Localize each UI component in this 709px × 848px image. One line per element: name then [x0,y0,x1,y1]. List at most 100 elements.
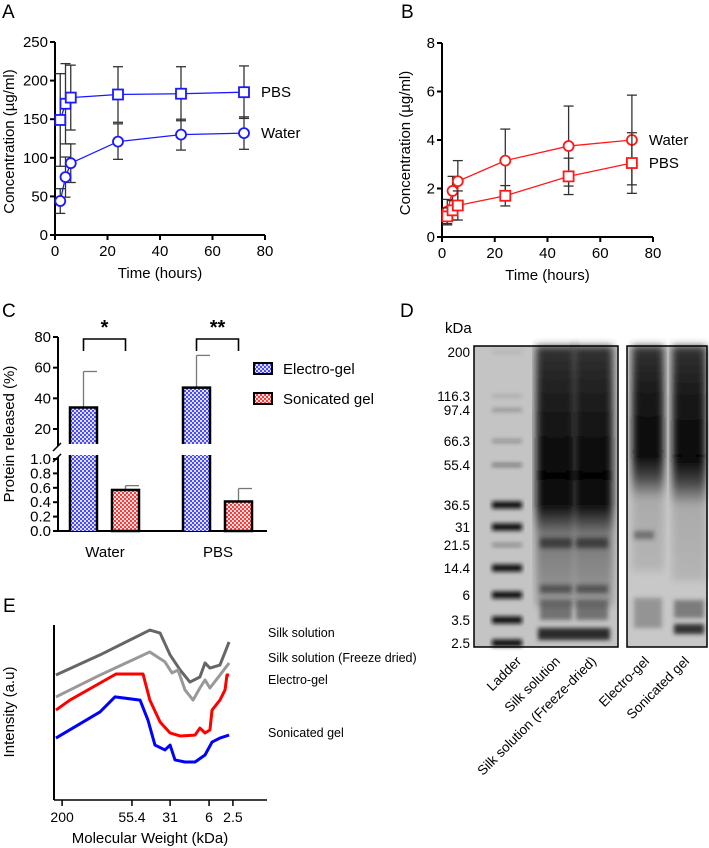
bar-sonicated-gel [223,500,254,533]
y-axis-title: Intensity (a.u) [1,667,18,758]
chart-a-release-silk: 0 20 40 60 80 0 50 100 150 200 250 Time (hours) Conc… [1,34,300,282]
trace-sonicated-gel [55,695,230,764]
series-line-water [446,139,632,212]
trace-silk-solution-freeze-dried- [55,650,231,702]
data-point-circle [451,175,464,188]
x-tick-label: 60 [204,243,221,260]
x-tick-label: 2.5 [223,809,243,825]
y-tick-label: 200 [23,73,48,90]
marker-label: 21.5 [444,538,470,553]
marker-label: 200 [447,345,470,360]
y-tick-label: 2 [427,181,435,198]
marker-label: 3.5 [451,613,470,628]
trace-electro-gel [55,672,230,738]
chart-e-densitometry: 200 55.4 31 6 2.5 Molecular Weight (kDa) Inten… [1,625,417,847]
ladder-band [492,523,522,531]
bar-upper-electro-gel [183,387,210,444]
bar-sonicated-gel [110,488,141,533]
x-tick-label: 6 [205,809,213,825]
series-label: Water [261,125,300,142]
data-point-circle [562,140,575,152]
x-category-label: PBS [203,544,233,561]
ladder-band [492,639,522,647]
data-point-circle [64,157,77,170]
ladder-band [492,501,522,509]
chart-b-release-protein: 0 20 40 60 80 0 2 4 6 8 Time (hours) Concentration … [397,35,688,284]
gel-right-panel [626,345,708,648]
series-line-water [59,132,245,202]
x-axis-title: Time (hours) [118,265,202,282]
ladder-band [492,564,522,572]
legend-label: Sonicated gel [283,391,374,408]
marker-label: 6 [462,588,470,603]
data-point-square [451,199,464,212]
x-tick-label: 20 [99,243,116,260]
ladder-band [492,543,522,547]
data-point-square [175,87,187,100]
marker-label: 66.3 [444,434,470,449]
data-point-square [112,88,124,101]
panel-label-c: C [2,301,16,322]
y-tick-label: 0 [40,227,48,244]
y-axis-title: Protein released (%) [1,366,18,503]
trace-label: Sonicated gel [268,726,344,740]
x-tick-label: 40 [539,245,556,262]
series-label: Water [649,132,688,149]
bar-lower-electro-gel [183,455,210,531]
y-tick-label: 0.2 [30,509,51,526]
data-point-square [562,170,575,183]
data-point-square [54,114,67,126]
marker-label: 97.4 [444,403,471,418]
significance-bracket [82,338,127,351]
ladder-band [492,408,522,412]
x-tick-label: 0 [438,245,446,262]
bar-outline [68,406,99,444]
ladder-band [492,439,522,443]
trace-label: Electro-gel [268,673,328,687]
ladder-band [492,463,522,467]
y-tick-label: 0.0 [30,523,51,540]
ladder-band [492,616,522,624]
bar-outline [181,455,212,531]
trace-label: Silk solution (Freeze dried) [268,651,417,665]
data-point-circle [238,127,250,139]
bar-lower-electro-gel [70,455,97,531]
legend-swatch [253,392,273,405]
data-point-square [626,157,638,169]
data-point-circle [175,128,187,141]
y-tick-label: 6 [427,84,435,101]
y-tick-label: 250 [23,34,48,51]
y-tick-label: 0.6 [30,480,51,497]
marker-label: 55.4 [444,458,471,473]
x-tick-label: 200 [50,809,74,825]
legend-label: Electro-gel [283,361,355,378]
x-category-label: Water [85,544,124,561]
y-tick-label: 80 [34,329,51,346]
y-tick-label: 50 [31,188,48,205]
data-point-circle [112,135,124,148]
data-point-square [238,86,250,99]
x-tick-label: 80 [257,243,274,260]
axis-break-mark [52,442,62,452]
y-tick-label: 150 [23,111,48,128]
y-tick-label: 8 [427,35,435,52]
x-tick-label: 0 [51,243,59,260]
y-tick-label: 0.8 [30,465,51,482]
series-line-pbs [59,91,245,121]
y-tick-label: 0 [427,229,435,246]
series-label: PBS [649,155,679,172]
significance-bracket [195,338,240,351]
x-tick-label: 60 [592,245,609,262]
panel-label-a: A [2,2,15,23]
series-label: PBS [261,84,291,101]
x-axis-title: Molecular Weight (kDa) [72,830,228,847]
x-tick-label: 40 [152,243,169,260]
gel-unit-label: kDa [445,320,472,337]
legend-swatch [253,362,273,375]
ladder-band [492,350,522,354]
panel-label-d: D [400,301,414,322]
panel-label-e: E [3,596,16,617]
x-tick-label: 31 [162,809,178,825]
y-tick-label: 1.0 [30,451,51,468]
